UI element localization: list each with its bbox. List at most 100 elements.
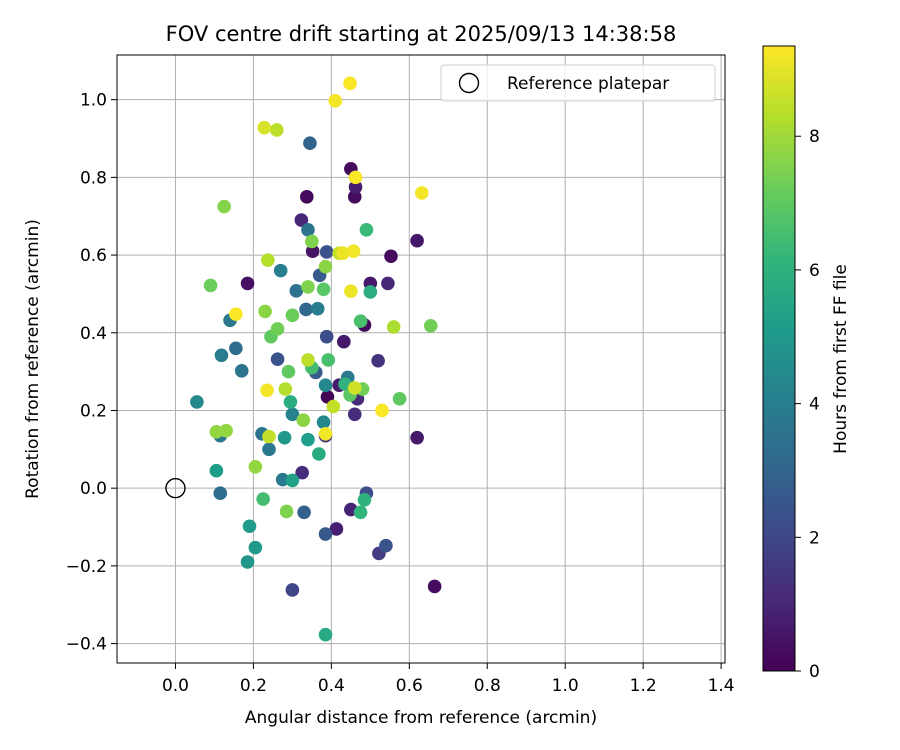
data-point — [213, 486, 228, 501]
x-tick-label: 1.0 — [552, 676, 579, 696]
data-point — [310, 301, 325, 316]
data-point — [316, 415, 331, 429]
data-point — [305, 244, 320, 258]
data-point — [381, 276, 395, 291]
data-point — [260, 383, 274, 398]
data-point — [305, 234, 319, 249]
colorbar: 0 2 4 6 8 Hours from first FF file — [762, 45, 851, 682]
data-point — [357, 493, 372, 507]
data-point — [214, 348, 229, 363]
colorbar-tick-label: 0 — [809, 662, 820, 682]
data-point — [289, 284, 304, 298]
data-point — [297, 505, 311, 520]
colorbar-tick-label: 4 — [809, 395, 820, 415]
data-point — [299, 302, 313, 317]
plot-area — [116, 54, 726, 664]
data-point — [427, 579, 442, 594]
data-point — [353, 505, 368, 520]
chart-title: FOV centre drift starting at 2025/09/13 … — [166, 22, 677, 46]
data-point — [242, 519, 257, 534]
data-point — [234, 364, 249, 378]
data-point — [285, 473, 300, 488]
data-point — [209, 425, 224, 439]
data-point — [318, 627, 333, 642]
data-point — [248, 540, 263, 555]
data-point — [326, 399, 341, 414]
data-point — [262, 429, 276, 444]
data-point — [294, 213, 309, 227]
colorbar-tick-label: 6 — [809, 261, 820, 281]
y-tick-label: 0.0 — [80, 479, 107, 499]
data-point — [318, 527, 333, 541]
data-point — [270, 322, 285, 336]
data-point — [261, 253, 275, 267]
data-point — [248, 460, 263, 474]
y-tick-label: 0.2 — [80, 401, 107, 421]
reference-point-marker — [165, 477, 186, 499]
legend: Reference platepar — [440, 64, 716, 102]
data-point — [256, 492, 270, 506]
x-tick-label: 1.4 — [708, 676, 735, 696]
data-point — [379, 538, 393, 553]
data-point — [295, 465, 309, 480]
y-tick-label: −0.4 — [66, 635, 107, 655]
data-point — [319, 245, 334, 259]
y-tick-label: −0.2 — [66, 557, 107, 577]
colorbar-ticks: 0 2 4 6 8 — [795, 127, 820, 682]
data-point — [348, 180, 363, 194]
data-point — [347, 407, 362, 422]
legend-box — [440, 64, 716, 102]
data-point — [273, 263, 288, 278]
data-point — [414, 186, 429, 200]
x-tick-label: 0.0 — [162, 676, 189, 696]
data-point — [336, 246, 350, 260]
plot-frame — [116, 54, 726, 664]
data-point — [279, 504, 294, 519]
data-point — [321, 353, 336, 367]
data-point — [392, 392, 407, 406]
data-point — [262, 442, 276, 457]
x-tick-label: 1.2 — [630, 676, 657, 696]
data-point — [190, 395, 204, 409]
data-point — [240, 276, 255, 291]
data-point — [347, 190, 362, 204]
data-point — [285, 308, 300, 323]
grid-lines — [117, 55, 725, 663]
data-point — [269, 123, 284, 137]
data-point — [258, 304, 272, 319]
data-point — [285, 583, 300, 597]
data-point — [283, 395, 298, 409]
data-point — [240, 555, 255, 569]
data-point — [203, 278, 218, 293]
data-point — [229, 341, 243, 356]
data-point — [312, 447, 326, 461]
data-point — [371, 353, 385, 368]
data-point — [344, 284, 358, 299]
data-point — [285, 407, 300, 422]
data-point — [346, 244, 361, 258]
data-point — [301, 223, 315, 237]
data-point — [318, 378, 333, 393]
plot-background — [117, 55, 725, 663]
data-point — [270, 352, 285, 366]
y-axis-ticks: −0.4 −0.2 0.0 0.2 0.4 0.6 0.8 1.0 — [66, 91, 117, 655]
data-point — [353, 314, 368, 328]
data-point — [375, 403, 389, 418]
data-point — [363, 285, 378, 299]
data-point — [209, 463, 224, 478]
legend-marker-icon — [458, 72, 480, 94]
data-point — [301, 432, 315, 447]
colorbar-label: Hours from first FF file — [831, 264, 851, 454]
data-point — [301, 280, 315, 294]
data-point — [386, 320, 401, 334]
data-point — [410, 233, 424, 248]
data-point — [319, 329, 334, 344]
data-point — [359, 223, 374, 237]
data-point — [384, 249, 398, 264]
data-point — [337, 334, 351, 349]
data-point — [303, 136, 317, 150]
data-point — [328, 94, 343, 108]
x-axis-ticks: 0.0 0.2 0.4 0.6 0.8 1.0 1.2 1.4 — [162, 663, 735, 696]
x-tick-label: 0.2 — [240, 676, 267, 696]
